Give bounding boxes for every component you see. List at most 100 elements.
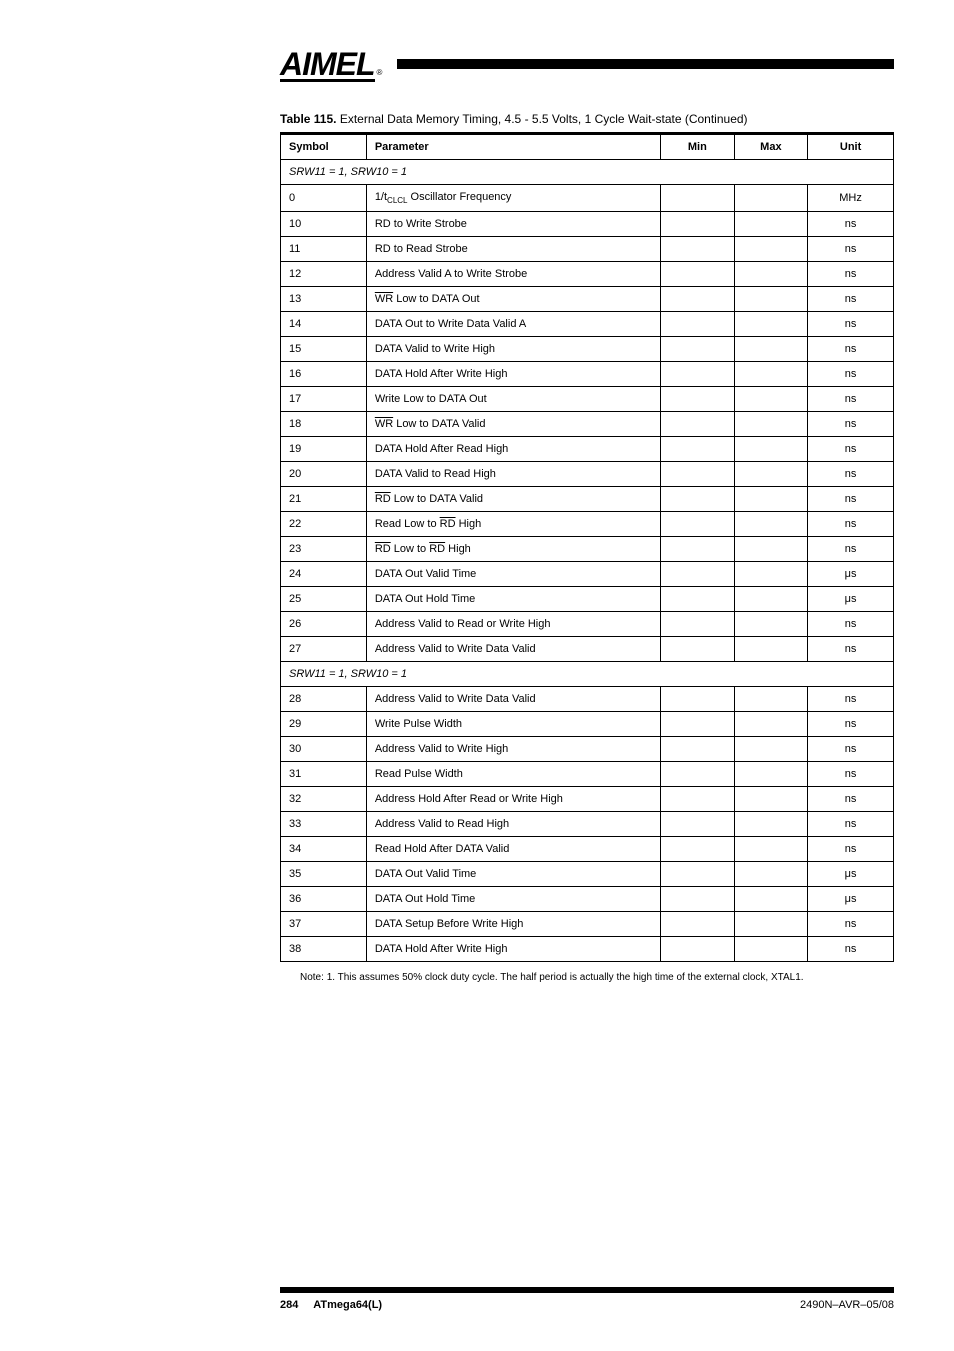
table-cell: 21 [281, 486, 367, 511]
table-cell [661, 786, 735, 811]
param-cell: Read Pulse Width [366, 761, 660, 786]
param-cell: WR Low to DATA Out [366, 286, 660, 311]
param-cell: Read Hold After DATA Valid [366, 836, 660, 861]
table-cell: ns [808, 686, 894, 711]
table-cell: ns [808, 211, 894, 236]
doc-revision: 2490N–AVR–05/08 [800, 1299, 894, 1311]
table-row: 24DATA Out Valid Time μs [281, 561, 894, 586]
table-number: Table 115. [280, 112, 336, 126]
param-cell: DATA Setup Before Write High [366, 911, 660, 936]
table-row: 28Address Valid to Write Data Validns [281, 686, 894, 711]
table-row: 18WR Low to DATA Validns [281, 411, 894, 436]
section-row: SRW11 = 1, SRW10 = 1 [281, 661, 894, 686]
table-row: 19DATA Hold After Read High ns [281, 436, 894, 461]
param-cell: Address Valid to Read or Write High [366, 611, 660, 636]
table-cell [661, 311, 735, 336]
header-parameter: Parameter [366, 133, 660, 159]
table-cell: ns [808, 836, 894, 861]
param-cell: DATA Hold After Write High [366, 361, 660, 386]
table-cell [734, 286, 808, 311]
table-cell [661, 561, 735, 586]
param-cell: Address Valid to Read High [366, 811, 660, 836]
section-label: SRW11 = 1, SRW10 = 1 [281, 159, 894, 184]
table-cell [734, 936, 808, 961]
table-cell: ns [808, 261, 894, 286]
table-cell [734, 736, 808, 761]
table-cell: 18 [281, 411, 367, 436]
table-cell [734, 461, 808, 486]
table-cell: 16 [281, 361, 367, 386]
table-cell [734, 536, 808, 561]
table-row: 22Read Low to RD Highns [281, 511, 894, 536]
param-cell: DATA Out Hold Time [366, 886, 660, 911]
table-cell: 10 [281, 211, 367, 236]
param-cell: Address Valid to Write Data Valid [366, 636, 660, 661]
table-cell: 13 [281, 286, 367, 311]
table-row: 10RD to Write Strobens [281, 211, 894, 236]
table-cell: 33 [281, 811, 367, 836]
table-cell [734, 361, 808, 386]
table-cell [734, 761, 808, 786]
table-cell: μs [808, 861, 894, 886]
table-row: 27Address Valid to Write Data Validns [281, 636, 894, 661]
table-cell [734, 786, 808, 811]
table-header-row: Symbol Parameter Min Max Unit [281, 133, 894, 159]
table-row: 33Address Valid to Read Highns [281, 811, 894, 836]
table-cell: 24 [281, 561, 367, 586]
param-cell: DATA Hold After Read High [366, 436, 660, 461]
table-row: 36DATA Out Hold Timeμs [281, 886, 894, 911]
table-title: Table 115. External Data Memory Timing, … [280, 112, 894, 126]
table-cell [661, 184, 735, 211]
table-cell [661, 336, 735, 361]
table-cell [661, 486, 735, 511]
table-cell [734, 636, 808, 661]
table-row: 29Write Pulse Widthns [281, 711, 894, 736]
table-cell [661, 211, 735, 236]
table-cell: 31 [281, 761, 367, 786]
table-cell [734, 686, 808, 711]
table-row: 38DATA Hold After Write Highns [281, 936, 894, 961]
table-cell: ns [808, 236, 894, 261]
table-row: 37DATA Setup Before Write Highns [281, 911, 894, 936]
table-cell [661, 711, 735, 736]
table-cell [661, 836, 735, 861]
table-cell: ns [808, 511, 894, 536]
param-cell: DATA Out Valid Time [366, 861, 660, 886]
table-cell [661, 386, 735, 411]
table-row: 01/tCLCL Oscillator FrequencyMHz [281, 184, 894, 211]
table-cell: μs [808, 586, 894, 611]
table-cell [661, 261, 735, 286]
table-row: 25DATA Out Hold Timeμs [281, 586, 894, 611]
table-cell [734, 911, 808, 936]
table-row: 32Address Hold After Read or Write Highn… [281, 786, 894, 811]
table-cell: ns [808, 361, 894, 386]
table-cell [661, 436, 735, 461]
table-cell: ns [808, 436, 894, 461]
table-cell [734, 261, 808, 286]
table-row: 23RD Low to RD Highns [281, 536, 894, 561]
param-cell: DATA Valid to Read High [366, 461, 660, 486]
table-cell: ns [808, 911, 894, 936]
table-cell: ns [808, 611, 894, 636]
table-cell [734, 711, 808, 736]
table-cell [661, 936, 735, 961]
table-cell: 19 [281, 436, 367, 461]
param-cell: Address Hold After Read or Write High [366, 786, 660, 811]
table-cell [661, 736, 735, 761]
table-cell [661, 536, 735, 561]
table-cell: 38 [281, 936, 367, 961]
table-cell [661, 761, 735, 786]
table-cell [734, 411, 808, 436]
param-cell: DATA Out Valid Time [366, 561, 660, 586]
table-cell [661, 236, 735, 261]
table-cell [661, 686, 735, 711]
table-cell [734, 311, 808, 336]
table-row: 30Address Valid to Write Highns [281, 736, 894, 761]
table-cell [734, 211, 808, 236]
atmel-logo: AIMEL ® [280, 50, 382, 82]
table-cell: μs [808, 561, 894, 586]
table-cell [734, 336, 808, 361]
table-cell: 15 [281, 336, 367, 361]
param-cell: Address Valid A to Write Strobe [366, 261, 660, 286]
header-symbol: Symbol [281, 133, 367, 159]
